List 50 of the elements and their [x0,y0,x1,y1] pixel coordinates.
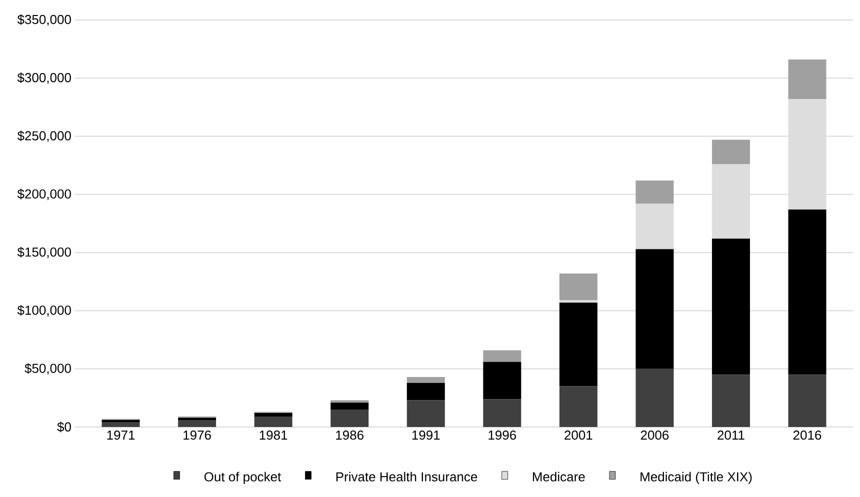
bar [636,249,674,369]
legend-label: Medicaid (Title XIX) [640,472,752,484]
x-tick-label: 1971 [107,430,135,440]
y-tick-label: $300,000 [17,72,71,84]
bar [102,422,140,427]
bar [483,350,522,362]
y-tick-label: $250,000 [17,130,71,142]
x-tick-label: 1976 [184,430,211,440]
bar [254,413,292,417]
bar [788,99,826,210]
bar [483,399,522,427]
bar [636,180,674,204]
x-tick-label: 1986 [336,430,364,440]
bar [254,416,292,427]
bar [636,368,674,427]
y-tick-label: $50,000 [24,363,71,374]
x-tick-label: 1981 [260,430,288,440]
bar [788,210,826,375]
bar [712,374,750,427]
bar [330,410,369,427]
bar [178,420,216,427]
y-tick-label: $200,000 [17,188,71,200]
bar [406,382,445,400]
y-tick-label: $100,000 [17,305,71,316]
y-tick-label: $0 [57,422,71,432]
bar [712,238,750,375]
bar [559,274,598,300]
y-tick-label: $150,000 [17,246,71,258]
bar [559,302,598,386]
x-tick-label: 1991 [412,430,440,440]
legend-label: Medicare [532,472,585,482]
bar [406,376,445,383]
bar [636,204,674,250]
x-tick-label: 2001 [564,430,592,440]
bar [483,362,522,400]
bar [406,400,445,427]
bar [178,418,216,420]
bar [712,164,750,239]
legend-label: Out of pocket [204,472,282,484]
x-tick-label: 2016 [793,430,822,440]
legend-label: Private Health Insurance [336,472,478,482]
x-tick-label: 1996 [488,430,516,440]
x-tick-label: 2006 [640,430,669,440]
bar [559,386,598,427]
x-tick-label: 2011 [718,430,744,440]
bar [330,402,369,410]
bar [788,60,826,100]
bar [788,374,826,427]
y-tick-label: $350,000 [17,14,71,26]
bar [712,140,750,164]
